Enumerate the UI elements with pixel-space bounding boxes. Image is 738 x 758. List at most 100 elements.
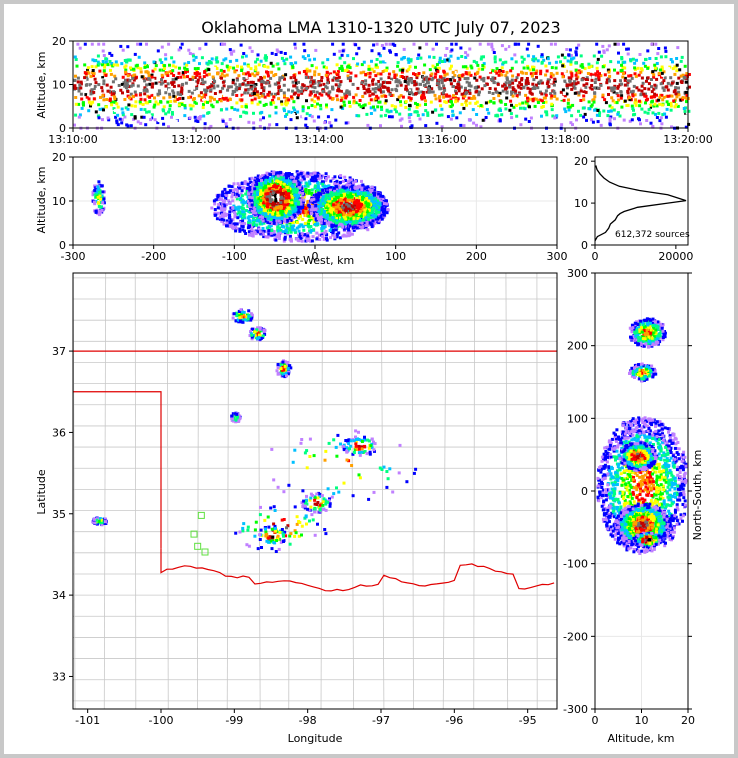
- time-altitude-source-cell: [131, 74, 135, 78]
- time-altitude-source-cell: [126, 84, 129, 88]
- time-altitude-source-cell: [569, 77, 573, 81]
- time-altitude-source-cell: [161, 108, 165, 112]
- time-altitude-source-cell: [642, 92, 646, 96]
- time-altitude-source-cell: [609, 115, 613, 119]
- time-altitude-source-cell: [401, 68, 405, 72]
- time-altitude-source-cell: [544, 110, 548, 114]
- time-altitude-source-cell: [534, 83, 538, 87]
- time-altitude-source-cell: [388, 115, 391, 119]
- time-altitude-source-cell: [640, 76, 644, 80]
- time-altitude-source-cell: [652, 104, 656, 108]
- time-altitude-source-cell: [162, 122, 166, 126]
- time-altitude-source-cell: [566, 59, 570, 63]
- time-altitude-source-cell: [666, 81, 670, 85]
- time-altitude-source-cell: [193, 115, 197, 119]
- ew-source-cell: [242, 207, 246, 211]
- time-altitude-source-cell: [93, 77, 97, 81]
- time-altitude-source-cell: [112, 90, 116, 94]
- time-altitude-source-cell: [372, 70, 376, 74]
- time-altitude-source-cell: [429, 100, 433, 104]
- time-altitude-source-cell: [660, 122, 664, 126]
- time-altitude-source-cell: [337, 89, 341, 93]
- time-altitude-source-cell: [156, 102, 160, 106]
- time-altitude-source-cell: [608, 104, 612, 108]
- time-altitude-source-cell: [526, 66, 530, 70]
- time-altitude-source-cell: [354, 74, 358, 78]
- ew-source-cell: [325, 177, 329, 180]
- time-altitude-source-cell: [196, 67, 200, 70]
- time-altitude-source-cell: [400, 70, 404, 74]
- time-altitude-source-cell: [613, 68, 616, 72]
- time-altitude-source-cell: [142, 88, 146, 92]
- time-altitude-source-cell: [550, 102, 554, 106]
- time-altitude-source-cell: [93, 84, 97, 88]
- time-altitude-source-cell: [352, 99, 356, 103]
- time-altitude-source-cell: [510, 57, 514, 61]
- time-altitude-source-cell: [488, 69, 491, 73]
- time-altitude-source-cell: [348, 104, 352, 108]
- time-altitude-source-cell: [340, 95, 344, 99]
- ew-source-cell: [297, 229, 301, 233]
- time-altitude-source-cell: [541, 105, 545, 108]
- time-altitude-source-cell: [620, 56, 624, 59]
- time-altitude-source-cell: [573, 91, 577, 95]
- time-altitude-source-cell: [171, 82, 175, 86]
- time-altitude-source-cell: [469, 84, 473, 88]
- time-altitude-source-cell: [244, 54, 248, 58]
- time-altitude-source-cell: [425, 42, 429, 46]
- time-altitude-source-cell: [466, 76, 470, 80]
- ew-source-cell: [274, 199, 278, 203]
- time-altitude-source-cell: [612, 90, 616, 94]
- time-altitude-source-cell: [596, 70, 600, 74]
- ew-source-cell: [309, 230, 313, 234]
- time-altitude-source-cell: [370, 59, 373, 63]
- time-altitude-source-cell: [240, 93, 244, 97]
- time-altitude-source-cell: [219, 99, 223, 103]
- time-altitude-source-cell: [481, 64, 485, 67]
- ew-source-cell: [216, 193, 220, 197]
- time-altitude-source-cell: [136, 66, 140, 70]
- time-altitude-source-cell: [562, 92, 566, 96]
- time-altitude-source-cell: [401, 95, 405, 99]
- time-altitude-source-cell: [147, 74, 151, 78]
- time-altitude-source-cell: [476, 85, 480, 89]
- time-altitude-source-cell: [270, 92, 274, 96]
- time-altitude-source-cell: [475, 61, 479, 65]
- time-altitude-source-cell: [491, 79, 495, 83]
- time-altitude-source-cell: [343, 61, 347, 65]
- time-altitude-source-cell: [378, 100, 382, 104]
- time-altitude-source-cell: [567, 53, 571, 57]
- time-altitude-source-cell: [183, 62, 187, 66]
- time-altitude-source-cell: [267, 90, 271, 94]
- time-altitude-source-cell: [592, 100, 596, 104]
- time-altitude-source-cell: [452, 94, 455, 98]
- time-altitude-source-cell: [492, 97, 496, 100]
- time-altitude-source-cell: [436, 70, 440, 74]
- time-altitude-source-cell: [336, 70, 340, 74]
- time-altitude-source-cell: [232, 66, 236, 70]
- time-altitude-source-cell: [149, 78, 153, 82]
- time-altitude-source-cell: [662, 79, 666, 83]
- time-altitude-source-cell: [81, 102, 85, 106]
- time-altitude-source-cell: [657, 47, 661, 50]
- time-altitude-source-cell: [562, 83, 566, 86]
- time-altitude-source-cell: [653, 63, 657, 67]
- ew-source-cell: [258, 230, 262, 234]
- time-altitude-source-cell: [91, 58, 95, 62]
- time-altitude-source-cell: [345, 94, 349, 98]
- x-tick-label: 13:18:00: [540, 133, 589, 146]
- time-altitude-source-cell: [150, 75, 154, 79]
- time-altitude-source-cell: [168, 92, 172, 96]
- ew-source-cell: [217, 203, 221, 207]
- time-altitude-source-cell: [180, 102, 184, 106]
- time-altitude-source-cell: [407, 89, 411, 93]
- time-altitude-source-cell: [233, 82, 237, 86]
- time-altitude-source-cell: [412, 72, 415, 76]
- time-altitude-source-cell: [229, 85, 233, 89]
- time-altitude-source-cell: [231, 92, 235, 96]
- time-altitude-source-cell: [129, 92, 133, 96]
- time-altitude-source-cell: [295, 116, 299, 120]
- time-altitude-source-cell: [421, 113, 425, 117]
- time-altitude-source-cell: [593, 81, 597, 84]
- time-altitude-source-cell: [607, 93, 610, 96]
